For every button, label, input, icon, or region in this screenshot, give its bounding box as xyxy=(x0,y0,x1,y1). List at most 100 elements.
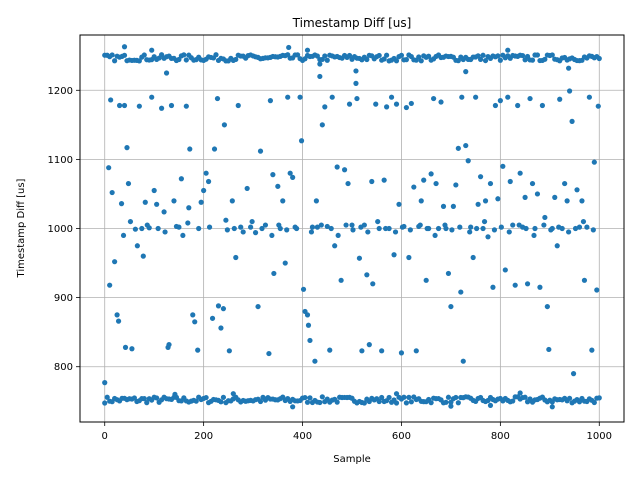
data-point xyxy=(332,243,338,249)
data-point xyxy=(384,52,390,58)
data-point xyxy=(502,267,508,273)
data-point xyxy=(183,103,189,109)
data-point xyxy=(505,47,511,53)
data-point xyxy=(428,400,434,406)
data-point xyxy=(136,103,142,109)
data-point xyxy=(544,303,550,310)
data-point xyxy=(314,224,320,230)
data-point xyxy=(453,182,459,188)
data-point xyxy=(428,171,434,177)
data-point xyxy=(401,394,407,400)
data-point xyxy=(381,177,387,183)
data-point xyxy=(295,52,301,58)
data-point xyxy=(491,227,498,233)
data-point xyxy=(566,229,572,235)
data-point xyxy=(109,189,115,196)
data-point xyxy=(557,96,563,102)
data-point xyxy=(403,104,409,111)
data-point xyxy=(455,145,461,151)
data-point xyxy=(168,102,175,109)
data-point xyxy=(338,277,344,283)
data-point xyxy=(386,394,392,401)
data-point xyxy=(287,170,293,176)
data-point xyxy=(453,394,459,401)
data-point xyxy=(549,404,555,410)
data-point xyxy=(185,220,191,226)
data-point xyxy=(542,56,548,62)
data-point xyxy=(115,318,122,324)
data-point xyxy=(591,399,597,406)
data-point xyxy=(109,52,115,58)
data-point xyxy=(505,94,511,100)
y-tick-label: 1100 xyxy=(48,155,73,166)
data-point xyxy=(205,178,212,185)
data-point xyxy=(116,102,123,109)
data-point xyxy=(510,222,516,228)
data-point xyxy=(240,229,246,235)
data-point xyxy=(318,222,324,228)
data-point xyxy=(416,54,422,60)
data-point xyxy=(358,224,364,230)
data-point xyxy=(477,174,484,180)
data-point xyxy=(384,104,390,110)
data-point xyxy=(532,225,538,232)
data-point xyxy=(112,259,118,265)
data-point xyxy=(426,53,432,59)
y-axis-label: Timestamp Diff [us] xyxy=(16,178,27,278)
data-point xyxy=(482,198,489,204)
data-point xyxy=(490,284,496,290)
data-point xyxy=(285,94,291,100)
data-point xyxy=(359,348,365,354)
data-point xyxy=(576,224,583,230)
data-point xyxy=(231,225,237,232)
data-point xyxy=(322,53,328,59)
data-point xyxy=(125,180,132,187)
data-point xyxy=(297,94,303,100)
data-point xyxy=(129,346,135,352)
data-point xyxy=(393,58,400,64)
data-point xyxy=(298,138,305,144)
data-point xyxy=(383,225,389,232)
data-point xyxy=(193,398,199,404)
data-point xyxy=(495,53,501,59)
data-point xyxy=(393,391,400,397)
data-point xyxy=(151,187,157,194)
data-point xyxy=(460,358,466,364)
data-point xyxy=(433,180,439,187)
data-point xyxy=(418,198,424,204)
data-point xyxy=(286,44,292,51)
data-point xyxy=(361,400,367,406)
data-point xyxy=(104,394,110,400)
data-point xyxy=(235,102,241,109)
data-point xyxy=(350,227,356,233)
data-point xyxy=(349,222,355,228)
data-point xyxy=(399,224,406,230)
data-point xyxy=(307,337,313,344)
data-point xyxy=(334,399,340,405)
data-point xyxy=(482,57,489,64)
data-point xyxy=(477,56,484,63)
data-point xyxy=(230,391,236,397)
data-point xyxy=(270,172,276,178)
data-point xyxy=(507,178,513,185)
data-point xyxy=(220,394,227,400)
data-point xyxy=(335,232,341,239)
x-tick-label: 200 xyxy=(194,431,213,442)
data-point xyxy=(458,289,464,295)
data-point xyxy=(584,224,590,230)
x-tick-label: 0 xyxy=(102,431,108,442)
data-point xyxy=(473,94,479,100)
data-point xyxy=(580,218,587,225)
data-point xyxy=(276,222,282,228)
data-point xyxy=(187,146,193,152)
data-point xyxy=(255,303,261,310)
data-point xyxy=(201,187,207,194)
data-point xyxy=(341,167,348,173)
data-point xyxy=(162,229,168,235)
data-point xyxy=(468,224,474,230)
data-point xyxy=(392,229,399,235)
data-point xyxy=(556,224,562,230)
data-point xyxy=(527,95,533,102)
x-tick-label: 400 xyxy=(293,431,312,442)
data-point xyxy=(120,232,127,239)
